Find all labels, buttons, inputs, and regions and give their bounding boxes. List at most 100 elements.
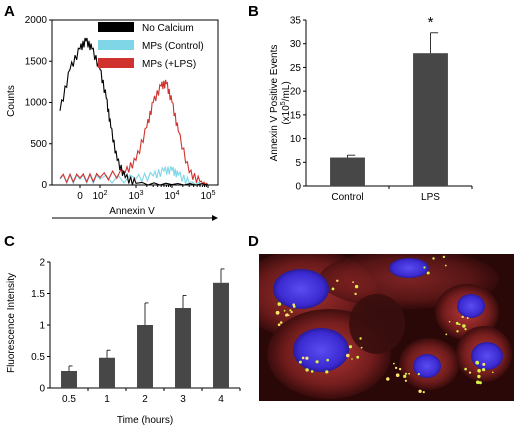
panel-a-y-tick-label: 1000 — [25, 98, 48, 109]
green-particle — [305, 356, 309, 360]
panel-d-fluorescence-micrograph — [259, 254, 514, 401]
green-particle — [461, 315, 464, 319]
panel-a-legend-entry: No Calcium — [142, 23, 194, 34]
green-particle — [285, 313, 289, 317]
panel-a-x-axis-title: Annexin V — [109, 206, 155, 217]
panel-a-x-tick-label: 105 — [200, 190, 215, 202]
green-particle — [354, 284, 359, 289]
green-particle — [477, 369, 481, 373]
green-particle — [395, 373, 400, 377]
green-particle — [346, 353, 350, 358]
green-particle — [448, 320, 451, 323]
panel-a-x-tick-label: 102 — [92, 190, 107, 202]
green-particle — [331, 287, 335, 291]
cell-nucleus — [389, 258, 429, 278]
green-particle — [466, 317, 469, 319]
green-particle — [292, 305, 296, 308]
tick-exponent: 2 — [104, 190, 108, 197]
green-particle — [492, 371, 494, 374]
tick-base: 10 — [128, 191, 140, 202]
tick-base: 10 — [92, 191, 104, 202]
panel-a-y-tick-label: 500 — [30, 139, 47, 150]
panel-a-x-axis-title-arrow-head — [212, 215, 218, 221]
green-particle — [418, 389, 422, 393]
green-particle — [442, 255, 446, 259]
green-particle — [290, 310, 293, 314]
green-particle — [423, 266, 426, 269]
cell-nucleus — [457, 294, 485, 318]
green-particle — [478, 381, 482, 385]
tick-base: 10 — [200, 191, 212, 202]
panel-a-legend-entry: MPs (+LPS) — [142, 59, 196, 70]
green-particle — [464, 367, 467, 371]
green-particle — [432, 257, 435, 260]
green-particles — [275, 255, 494, 394]
cell-nucleus — [273, 269, 329, 309]
green-particle — [315, 360, 319, 364]
green-particle — [287, 314, 290, 317]
green-particle — [445, 333, 448, 336]
green-particle — [417, 373, 420, 376]
green-particle — [289, 309, 292, 312]
panel-a-y-tick-label: 0 — [41, 180, 47, 191]
cell-nucleus — [293, 328, 349, 372]
panel-a-y-axis-title: Counts — [6, 85, 17, 117]
green-particle — [482, 368, 486, 372]
green-particle — [408, 372, 410, 375]
panel-a-legend-swatch — [98, 40, 134, 50]
green-particle — [277, 302, 282, 306]
panel-a-series-line-mps_lps — [59, 79, 209, 187]
green-particle — [352, 281, 354, 283]
green-particle — [404, 372, 408, 375]
green-particle — [301, 356, 305, 360]
green-particle — [325, 370, 329, 374]
green-particle — [462, 324, 466, 328]
green-particle — [351, 358, 353, 360]
green-particle — [359, 337, 362, 340]
green-particle — [326, 358, 329, 362]
tick-exponent: 4 — [176, 190, 180, 197]
panel-a-x-tick-label: 104 — [164, 190, 179, 202]
panel-letter-a: A — [4, 3, 15, 20]
green-particle — [277, 323, 281, 326]
green-particle — [310, 370, 314, 373]
green-particle — [279, 321, 283, 324]
green-particle — [422, 391, 425, 394]
green-particle — [336, 279, 339, 282]
green-particle — [348, 345, 353, 349]
green-particle — [458, 323, 461, 326]
green-particle — [398, 367, 402, 371]
green-particle — [426, 271, 430, 275]
green-particle — [356, 355, 360, 359]
green-particle — [305, 368, 309, 372]
panel-a-y-tick-label: 1500 — [25, 56, 48, 67]
tick-base: 10 — [164, 191, 176, 202]
green-particle — [394, 366, 398, 370]
green-particle — [404, 379, 407, 382]
green-particle — [476, 380, 480, 385]
green-particle — [386, 377, 390, 381]
panel-a-legend-entry: MPs (Control) — [142, 41, 204, 52]
green-particle — [482, 362, 486, 366]
panel-a-legend-swatch — [98, 58, 134, 68]
green-particle — [354, 292, 357, 296]
green-particle — [360, 346, 363, 349]
green-particle — [475, 360, 480, 365]
green-particle — [393, 362, 395, 365]
cell-nucleus — [471, 342, 503, 370]
green-particle — [403, 374, 407, 378]
panel-a-x-tick-label: 103 — [128, 190, 143, 202]
green-particle — [456, 330, 459, 333]
green-particle — [444, 264, 447, 267]
green-particle — [283, 309, 286, 312]
panel-a-series-line-no_calcium — [59, 37, 209, 186]
panel-a-legend-swatch — [98, 22, 134, 32]
green-particle — [455, 321, 459, 325]
green-particle — [464, 328, 467, 331]
green-particle — [468, 371, 472, 374]
green-particle — [477, 374, 481, 379]
green-particle — [298, 360, 302, 364]
micrograph-image — [259, 254, 514, 401]
cell-nucleus — [413, 354, 441, 378]
